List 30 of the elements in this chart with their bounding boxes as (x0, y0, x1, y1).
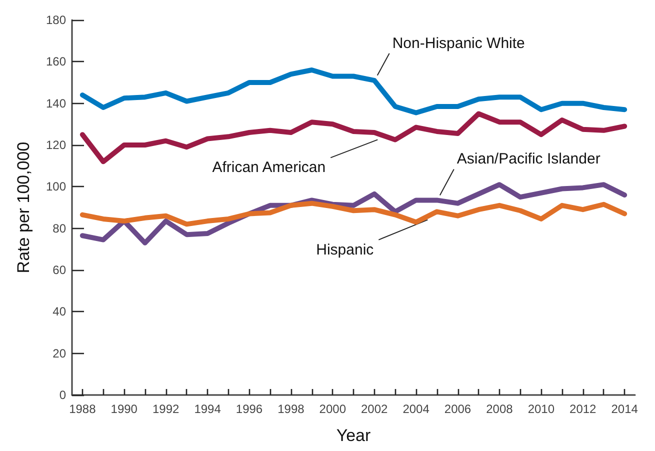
series-label: African American (212, 159, 326, 176)
x-tick-label: 2002 (361, 402, 388, 416)
series-label: Asian/Pacific Islander (456, 150, 600, 168)
x-tick-label: 1996 (236, 402, 263, 416)
x-tick-label: 2006 (444, 402, 472, 416)
x-tick-label: 1992 (152, 402, 180, 416)
x-tick-label: 2000 (319, 402, 346, 416)
x-tick-label: 2004 (402, 402, 430, 416)
y-tick-label: 0 (59, 388, 66, 402)
x-tick-label: 1988 (69, 402, 96, 416)
x-tick-label: 2014 (611, 402, 638, 416)
x-tick-label: 1998 (278, 402, 305, 416)
y-tick-label: 120 (46, 138, 66, 152)
y-tick-label: 180 (46, 13, 66, 27)
y-tick-label: 60 (52, 263, 66, 277)
x-tick-label: 2012 (570, 402, 597, 416)
y-tick-label: 20 (52, 346, 66, 360)
x-tick-label: 2008 (486, 402, 514, 416)
text: Non-Hispanic White (392, 34, 525, 52)
x-axis-title: Year (336, 426, 372, 445)
x-tick-label: 1990 (110, 402, 138, 416)
y-tick-label: 100 (46, 180, 66, 194)
y-tick-label: 140 (46, 96, 66, 110)
y-tick-label: 80 (52, 221, 66, 236)
y-tick-label: 160 (46, 54, 66, 69)
x-tick-label: 1994 (194, 402, 222, 416)
text: Hispanic (316, 241, 374, 258)
x-tick-label: 2010 (528, 402, 555, 416)
y-axis-title: Rate per 100,000 (14, 142, 33, 274)
y-tick-label: 40 (52, 304, 66, 319)
